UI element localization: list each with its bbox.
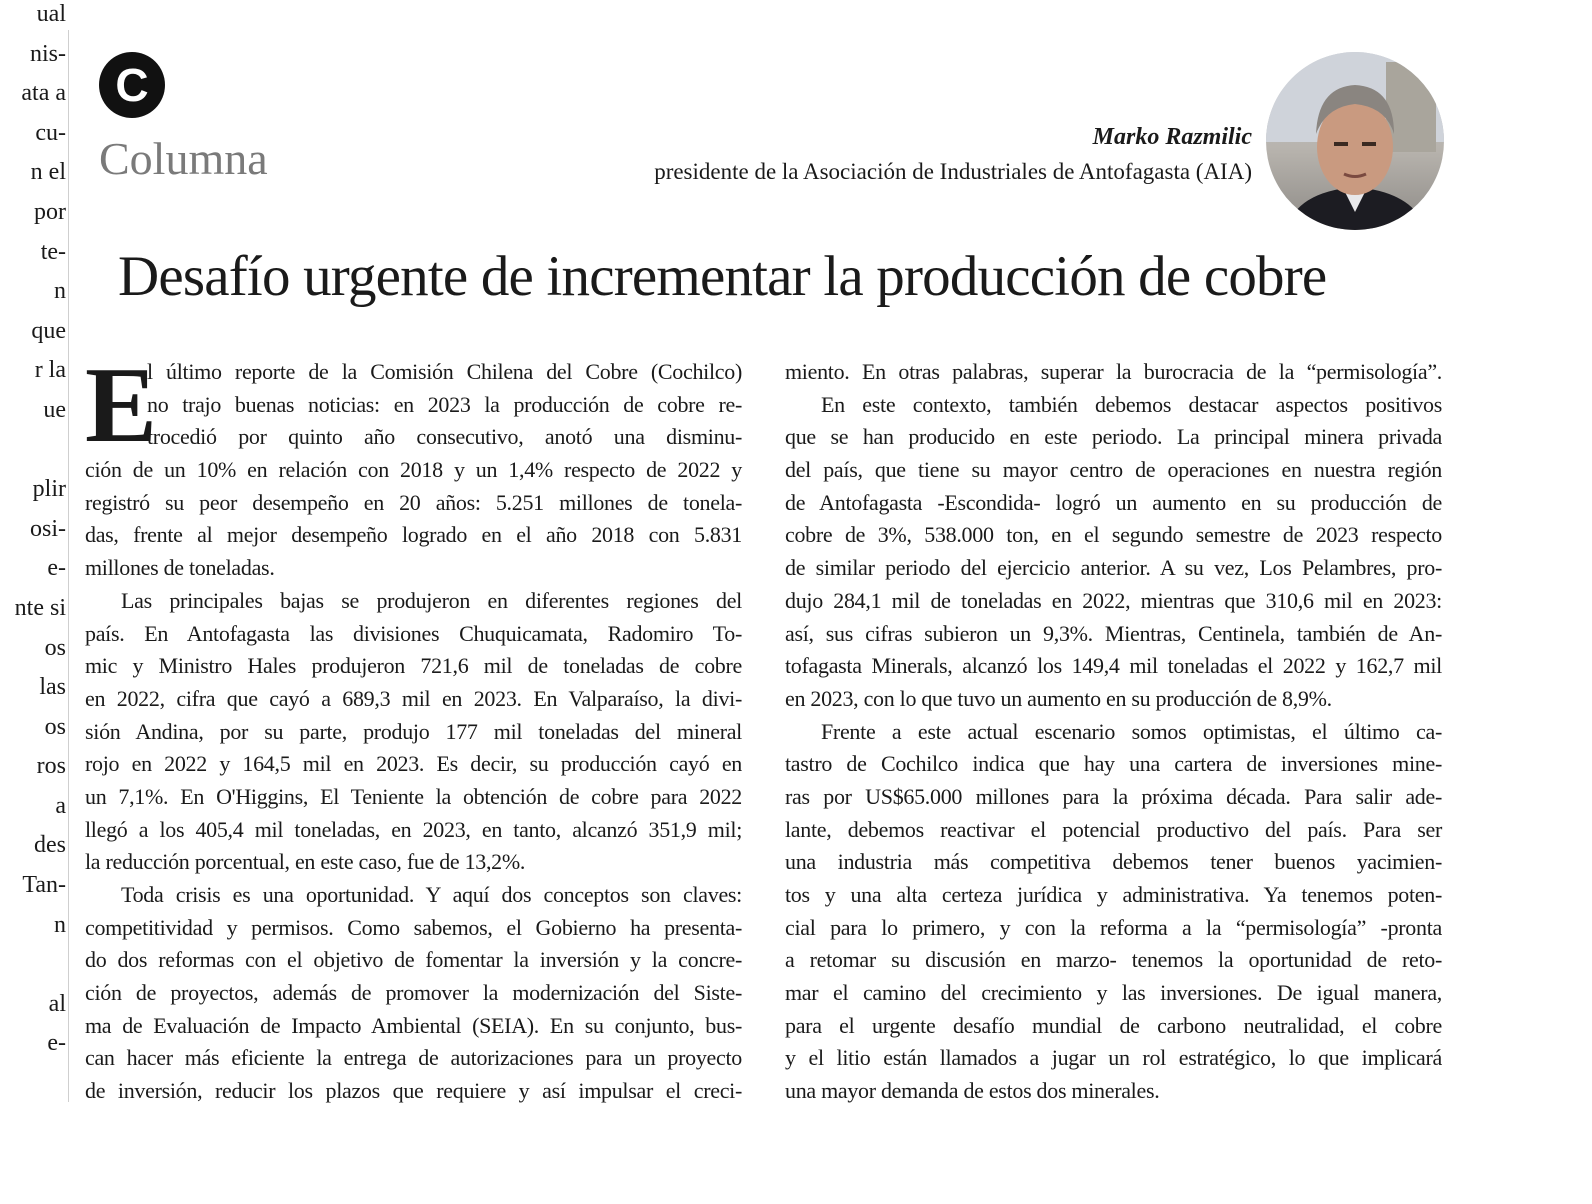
paragraph-line: rojo en 2022 y 164,5 mil en 2023. Es dec… xyxy=(85,751,742,777)
fragment-line: cu- xyxy=(35,119,66,146)
paragraph-line: de inversión, reducir los plazos que req… xyxy=(85,1078,742,1104)
paragraph-line: a retomar su discusión en marzo- tenemos… xyxy=(785,947,1442,973)
paragraph-line: una industria más competitiva debemos te… xyxy=(785,849,1442,875)
paragraph-line: miento. En otras palabras, superar la bu… xyxy=(785,359,1442,384)
fragment-line: osi- xyxy=(30,515,66,542)
fragment-line: las xyxy=(39,674,66,701)
paragraph-line: ción de proyectos, además de promover la… xyxy=(85,980,742,1006)
paragraph-line: cial para lo primero, y con la reforma a… xyxy=(785,914,1442,940)
previous-article-fragment: ual nis-ata a cu-n el por te-n que r la ue plir… xyxy=(0,0,66,1064)
paragraph-line: ma de Evaluación de Impacto Ambiental (S… xyxy=(85,1012,742,1038)
paragraph-line: para el urgente desafío mundial de carbo… xyxy=(785,1012,1442,1038)
fragment-line: te- xyxy=(40,238,66,265)
paragraph-line: tofagasta Minerals, alcanzó los 149,4 mi… xyxy=(785,653,1442,679)
paragraph-line: Las principales bajas se produjeron en d… xyxy=(121,587,742,613)
fragment-line: e- xyxy=(47,1030,66,1057)
fragment-line: ata a xyxy=(21,80,66,107)
paragraph-line: ción de un 10% en relación con 2018 y un… xyxy=(85,457,742,483)
author-name: Marko Razmilic xyxy=(1092,124,1252,150)
paragraph-line: la reducción porcentual, en este caso, f… xyxy=(85,849,526,875)
fragment-line: plir xyxy=(32,476,66,503)
drop-cap: E xyxy=(85,346,158,465)
fragment-line: ros xyxy=(36,753,66,780)
paragraph-line: llegó a los 405,4 mil toneladas, en 2023… xyxy=(85,816,742,842)
column-divider xyxy=(68,30,69,1102)
paragraph-line: tastro de Cochilco indica que hay una ca… xyxy=(785,751,1442,777)
paragraph-line: ras por US$65.000 millones para la próxi… xyxy=(785,783,1442,809)
fragment-line: des xyxy=(34,832,66,859)
paragraph-line: trocedió por quinto año consecutivo, ano… xyxy=(147,424,742,450)
paragraph-line: de similar periodo del ejercicio anterio… xyxy=(785,555,1442,581)
fragment-line: nte si xyxy=(14,594,66,621)
fragment-line: ual xyxy=(36,1,66,27)
fragment-line xyxy=(0,945,66,985)
fragment-line: que xyxy=(31,317,66,344)
article-column-left: E l último reporte de la Comisión Chilen… xyxy=(85,346,742,1108)
paragraph-line: de Antofagasta -Escondida- logró un aume… xyxy=(785,489,1442,515)
fragment-line xyxy=(0,431,66,471)
paragraph-line: sión Andina, por su parte, produjo 177 m… xyxy=(85,718,742,744)
fragment-line: nis- xyxy=(30,40,66,67)
fragment-line: n xyxy=(54,911,66,938)
paragraph-line: una mayor demanda de estos dos minerales… xyxy=(785,1078,1160,1104)
fragment-line: n el xyxy=(30,159,66,186)
fragment-line: por xyxy=(34,198,66,225)
section-label: Columna xyxy=(99,133,268,184)
paragraph-line: registró su peor desempeño en 20 años: 5… xyxy=(85,489,742,515)
fragment-line: n xyxy=(54,278,66,305)
paragraph-line: lante, debemos reactivar el potencial pr… xyxy=(785,816,1442,842)
paragraph-line: can hacer más eficiente la entrega de au… xyxy=(85,1045,742,1071)
paragraph-line: das, frente al mejor desempeño logrado e… xyxy=(85,522,742,548)
logo-letter: C xyxy=(115,59,149,111)
paragraph-line: Frente a este actual escenario somos opt… xyxy=(821,718,1442,744)
paragraph-line: do dos reformas con el objetivo de fomen… xyxy=(85,947,742,973)
fragment-line: e- xyxy=(47,555,66,582)
fragment-line: os xyxy=(44,634,66,661)
paragraph-line: cobre de 3%, 538.000 ton, en el segundo … xyxy=(785,522,1442,548)
paragraph-line: así, sus cifras subieron un 9,3%. Mientr… xyxy=(785,620,1442,646)
fragment-line: Tan- xyxy=(22,872,66,899)
author-role: presidente de la Asociación de Industria… xyxy=(654,159,1252,184)
author-photo xyxy=(1266,52,1444,230)
paragraph-line: no trajo buenas noticias: en 2023 la pro… xyxy=(147,391,742,417)
fragment-line: a xyxy=(55,792,66,819)
paragraph-line: que se han producido en este periodo. La… xyxy=(785,424,1442,450)
paragraph-line: l último reporte de la Comisión Chilena … xyxy=(147,359,742,384)
fragment-line: ue xyxy=(43,396,66,423)
paragraph-line: Toda crisis es una oportunidad. Y aquí d… xyxy=(121,882,742,907)
paragraph-line: mar el camino del crecimiento y las inve… xyxy=(785,980,1442,1006)
paragraph-line: en 2022, cifra que cayó a 689,3 mil en 2… xyxy=(85,685,742,711)
article-column-right: miento. En otras palabras, superar la bu… xyxy=(785,356,1442,1108)
article-title: Desafío urgente de incrementar la produc… xyxy=(118,245,1327,308)
paragraph-line: un 7,1%. En O'Higgins, El Teniente la ob… xyxy=(85,783,742,809)
paragraph-line: en 2023, con lo que tuvo un aumento en s… xyxy=(785,685,1332,711)
fragment-line: al xyxy=(48,990,66,1017)
paragraph-line: y el litio están llamados a jugar un rol… xyxy=(785,1045,1442,1071)
fragment-line: os xyxy=(44,713,66,740)
column-logo-icon: C xyxy=(99,52,165,118)
paragraph-line: mic y Ministro Hales produjeron 721,6 mi… xyxy=(85,653,742,679)
paragraph-line: país. En Antofagasta las divisiones Chuq… xyxy=(85,620,742,646)
paragraph-line: millones de toneladas. xyxy=(85,555,275,581)
paragraph-line: competitividad y permisos. Como sabemos,… xyxy=(85,914,742,940)
paragraph-line: dujo 284,1 mil de toneladas en 2022, mie… xyxy=(785,587,1442,613)
fragment-line: r la xyxy=(34,357,66,384)
paragraph-line: En este contexto, también debemos destac… xyxy=(821,391,1442,417)
paragraph-line: del país, que tiene su mayor centro de o… xyxy=(785,457,1442,483)
paragraph-line: tos y una alta certeza jurídica y admini… xyxy=(785,882,1442,907)
